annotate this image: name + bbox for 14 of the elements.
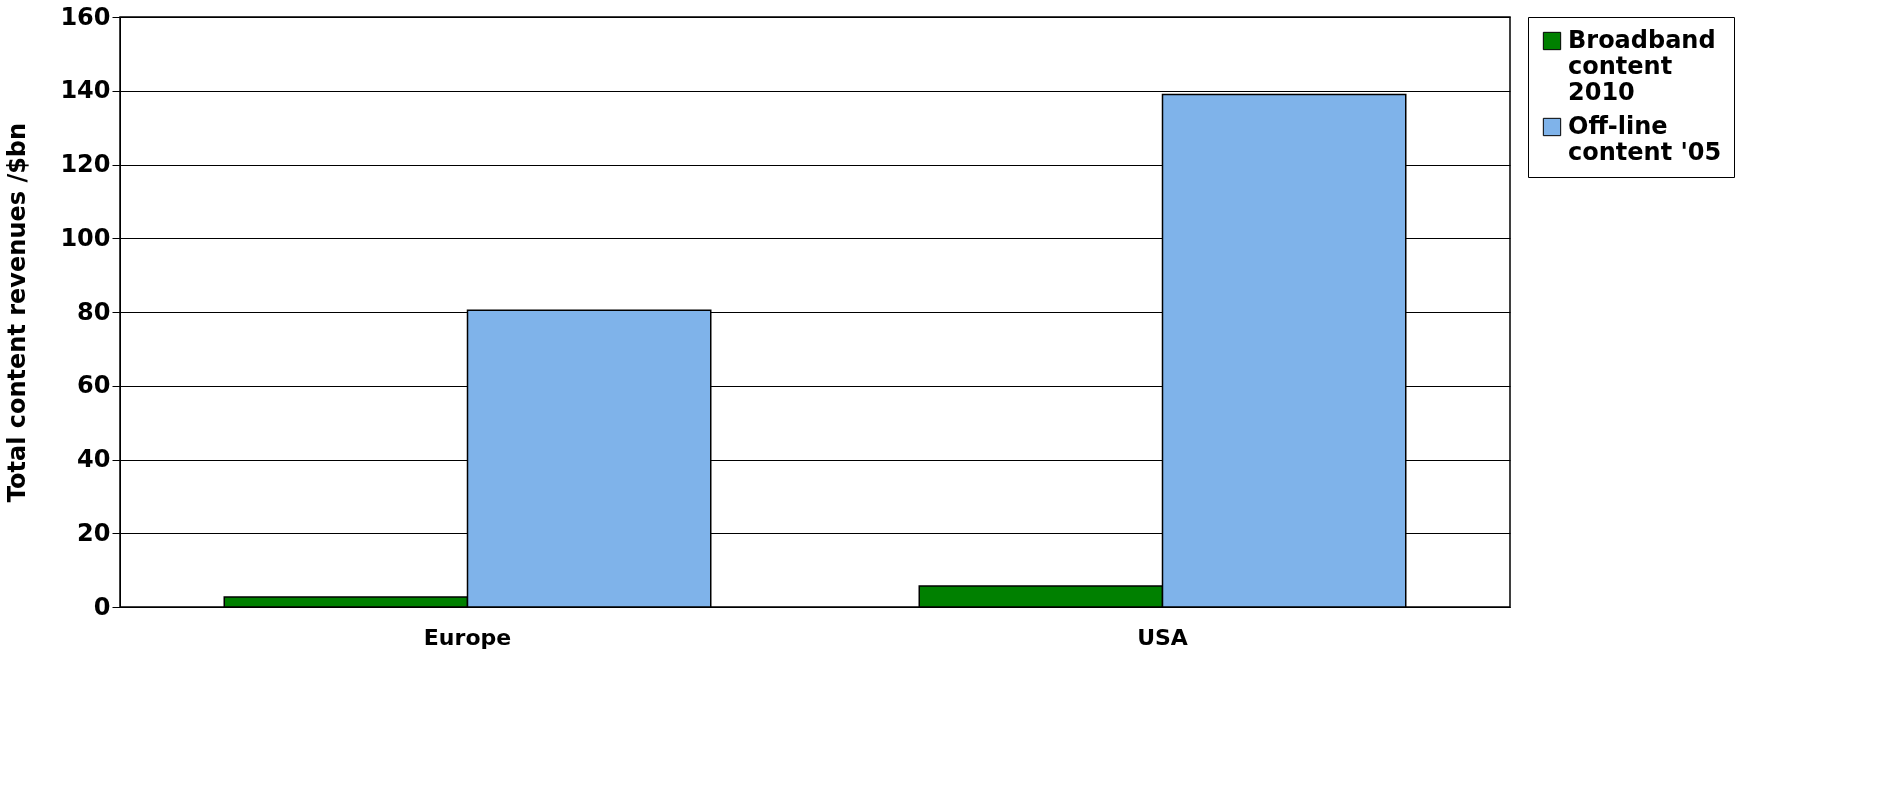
x-tick-label: Europe [423,624,512,650]
y-tick-label: 80 [77,297,111,326]
legend-label: Broadband content 2010 [1568,26,1716,106]
legend-label: Off-line content '05 [1568,112,1722,166]
y-tick-label: 60 [77,371,111,400]
x-tick-label: USA [1137,624,1188,650]
y-tick-label: 20 [77,518,111,547]
y-tick-label: 40 [77,445,111,473]
y-axis-title: Total content revenues /$bn [3,122,32,503]
y-tick-label: 160 [60,2,111,31]
y-tick-label: 120 [60,150,111,178]
y-tick-label: 0 [93,592,111,621]
y-tick-label: 100 [60,223,111,252]
y-tick-label: 140 [60,76,111,105]
